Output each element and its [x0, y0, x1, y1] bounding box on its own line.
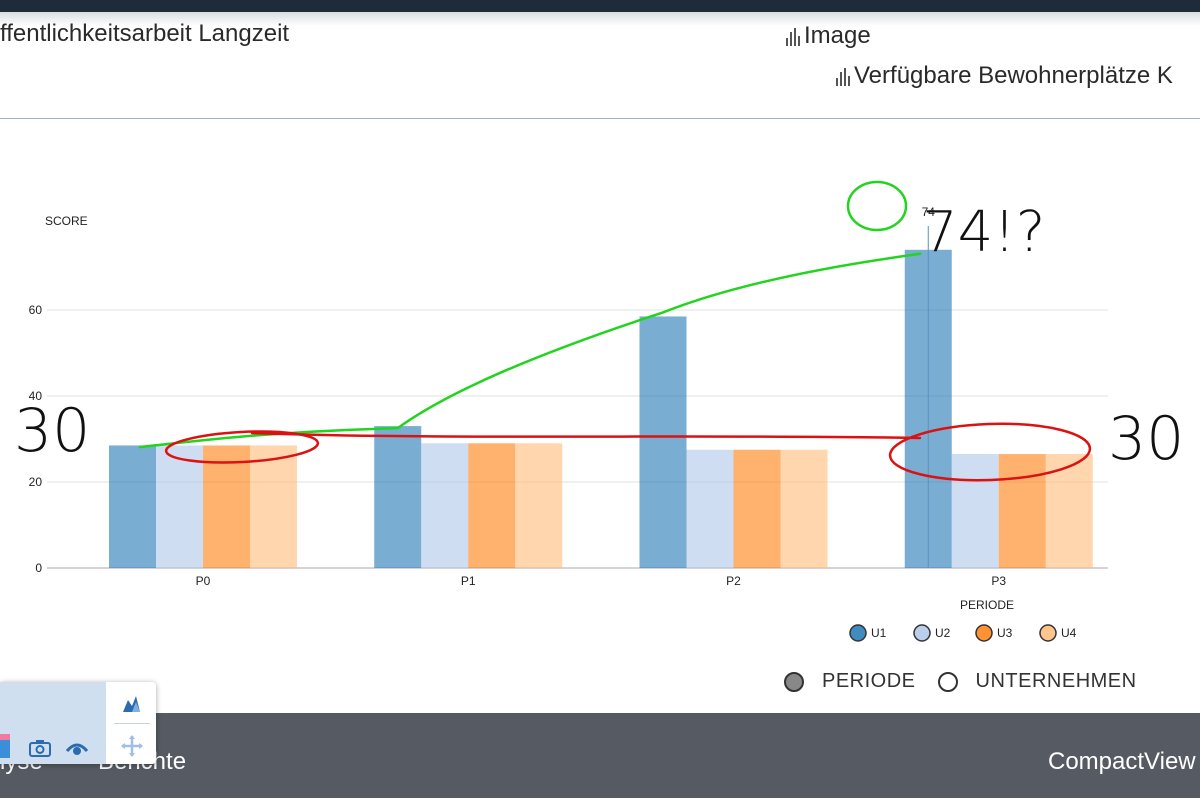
top-shadow: [0, 12, 1200, 26]
x-axis-title: PERIODE: [960, 598, 1014, 612]
legend-swatch-u2: [913, 624, 931, 642]
green-trend-stroke: [138, 252, 922, 449]
bar-chart-icon: [836, 66, 850, 86]
legend-label-u4: U4: [1061, 626, 1077, 640]
bar-chart: 0 20 40 60 SCORE PERIODE P0 P1 P2 P3 74 U1 U2 U3 U4: [29, 180, 1108, 642]
annotation-left-30: 30: [14, 396, 91, 466]
bar-u2-p2: [686, 449, 734, 568]
x-tick-label: P0: [196, 574, 211, 588]
bar-u3-p1: [468, 443, 516, 568]
chart-mountain-icon[interactable]: [120, 692, 144, 716]
legend-label-u3: U3: [997, 626, 1013, 640]
bar-u2-p0: [156, 445, 203, 568]
legend-swatch-u1: [849, 624, 867, 642]
camera-icon[interactable]: [28, 738, 52, 758]
radio-unternehmen-label: UNTERNEHMEN: [975, 670, 1137, 692]
eye-icon[interactable]: [64, 738, 90, 758]
move-icon[interactable]: [120, 734, 144, 758]
bar-u2-p1: [421, 443, 469, 568]
bar-u2-p3: [951, 454, 999, 568]
green-circle-74: [846, 180, 908, 232]
view-toggle: PERIODE UNTERNEHMEN: [784, 670, 1159, 693]
bar-u3-p3: [998, 454, 1046, 568]
y-tick-label: 60: [29, 303, 43, 317]
pink-tool-icon[interactable]: [0, 734, 12, 760]
y-tick-label: 40: [29, 389, 43, 403]
data-label-peak: 74: [922, 205, 936, 219]
y-tick-label: 0: [35, 561, 42, 575]
bar-u1-p0: [109, 445, 156, 568]
red-circle-p3: [888, 422, 1092, 482]
legend-swatch-u4: [1039, 624, 1057, 642]
bar-u4-p0: [250, 445, 297, 568]
bar-u3-p2: [733, 449, 781, 568]
bar-u1-p2: [639, 316, 687, 568]
bar-chart-icon: [786, 26, 800, 46]
bar-u4-p1: [515, 443, 563, 568]
header-link-label: Verfügbare Bewohnerplätze K: [854, 62, 1173, 89]
y-axis-title: SCORE: [45, 214, 88, 228]
x-tick-label: P1: [461, 574, 476, 588]
bar-u4-p3: [1045, 454, 1093, 568]
annotation-peak-74: 74!?: [922, 200, 1046, 265]
page-title: ffentlichkeitsarbeit Langzeit: [0, 20, 290, 47]
annotation-right-30: 30: [1108, 404, 1185, 474]
header-divider: [0, 118, 1200, 119]
header-link-bewohnerplaetze[interactable]: Verfügbare Bewohnerplätze K: [836, 62, 1173, 90]
window-top-strip: [0, 0, 1200, 12]
header-link-label: Image: [804, 22, 871, 49]
red-circle-p0: [164, 430, 320, 464]
footer-bar: [0, 713, 1200, 798]
red-level-stroke: [250, 431, 922, 440]
bar-u1-p1: [374, 426, 422, 568]
y-tick-label: 20: [29, 475, 43, 489]
footer-tab-compactview[interactable]: CompactView: [1048, 748, 1196, 775]
radio-unternehmen[interactable]: [937, 671, 958, 692]
radio-periode-label: PERIODE: [822, 670, 916, 692]
bar-u3-p0: [203, 445, 250, 568]
x-tick-label: P2: [726, 574, 741, 588]
radio-periode[interactable]: [784, 671, 804, 692]
legend-label-u2: U2: [935, 626, 951, 640]
legend-swatch-u3: [975, 624, 993, 642]
bar-u4-p2: [780, 449, 828, 568]
toolbox-divider: [114, 723, 150, 724]
legend-label-u1: U1: [871, 626, 887, 640]
chart-toolbox: [0, 682, 156, 764]
header-link-image[interactable]: Image: [786, 22, 871, 50]
x-tick-label: P3: [991, 574, 1006, 588]
toolbox-pane: [0, 682, 106, 764]
